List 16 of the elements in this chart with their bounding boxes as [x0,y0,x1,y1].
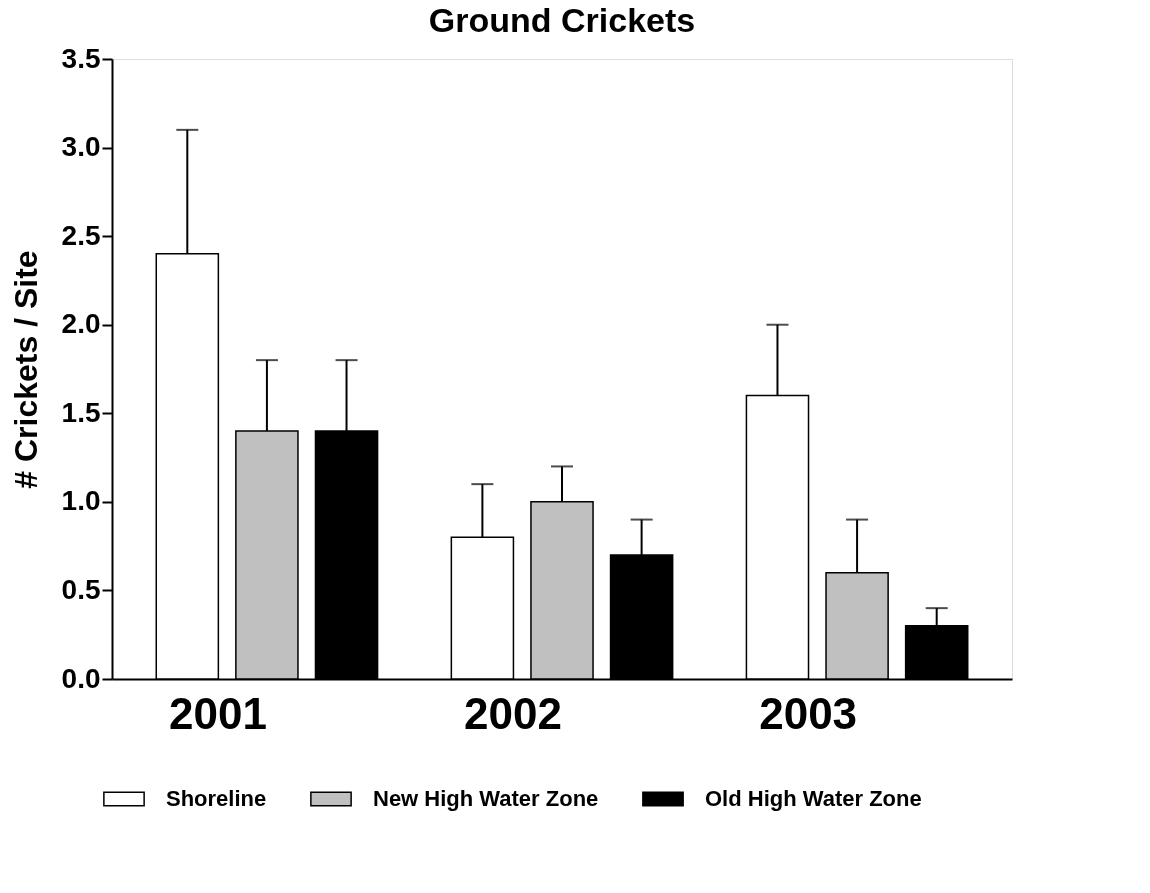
y-tick-label: 2.5 [61,219,101,251]
y-tick-label: 3.0 [61,131,101,163]
legend-label: Old High Water Zone [705,786,922,811]
y-tick-label: 0.5 [61,573,101,605]
x-tick-label: 2001 [169,688,267,738]
y-tick-label: 0.0 [61,662,101,694]
y-tick-label: 2.0 [61,308,101,340]
legend-label: New High Water Zone [373,786,599,811]
y-tick-label: 1.5 [61,396,101,428]
chart-title: Ground Crickets [428,1,696,39]
y-tick-label: 1.0 [61,485,101,517]
y-axis-title: # Crickets / Site [7,250,44,489]
x-tick-label: 2002 [464,688,562,738]
x-tick-label: 2003 [759,688,858,738]
y-tick-label: 3.5 [61,42,101,74]
legend-label: Shoreline [166,786,267,811]
